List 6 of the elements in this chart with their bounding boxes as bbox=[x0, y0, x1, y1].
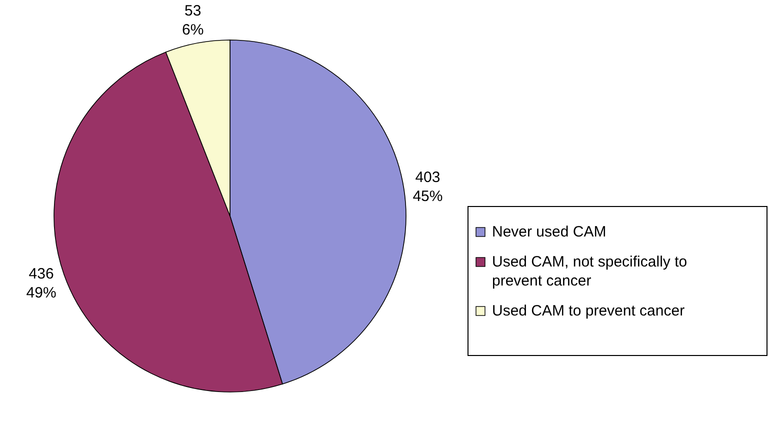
data-label: 403 45% bbox=[412, 168, 443, 205]
data-label: 436 49% bbox=[26, 265, 56, 302]
legend-label: Used CAM, not specifically to prevent cancer bbox=[492, 254, 688, 290]
legend-label: Used CAM to prevent cancer bbox=[492, 302, 685, 320]
legend-label: Never used CAM bbox=[492, 224, 606, 240]
data-label: 53 6% bbox=[182, 2, 204, 38]
